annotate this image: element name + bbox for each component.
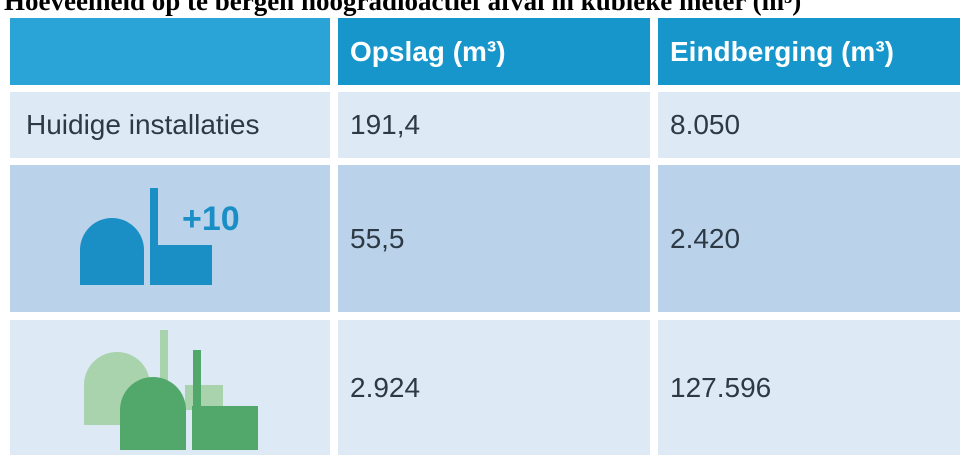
- reactors-icon: [84, 330, 258, 450]
- header-blank: [10, 18, 330, 85]
- row-label: Huidige installaties: [10, 92, 330, 158]
- reactor-icon: [80, 188, 212, 285]
- cell: 8.050: [658, 92, 960, 158]
- cell: 55,5: [338, 165, 650, 312]
- cell: 2.420: [658, 165, 960, 312]
- header-cell: Eindberging (m³): [658, 18, 960, 85]
- icon-label: +10: [182, 200, 240, 238]
- header-cell: Opslag (m³): [338, 18, 650, 85]
- cell: 2.924: [338, 320, 650, 455]
- title: Hoeveelheid op te bergen hoogradioactief…: [4, 0, 802, 16]
- cell: 127.596: [658, 320, 960, 455]
- icon-cell: [10, 165, 330, 312]
- cell: 191,4: [338, 92, 650, 158]
